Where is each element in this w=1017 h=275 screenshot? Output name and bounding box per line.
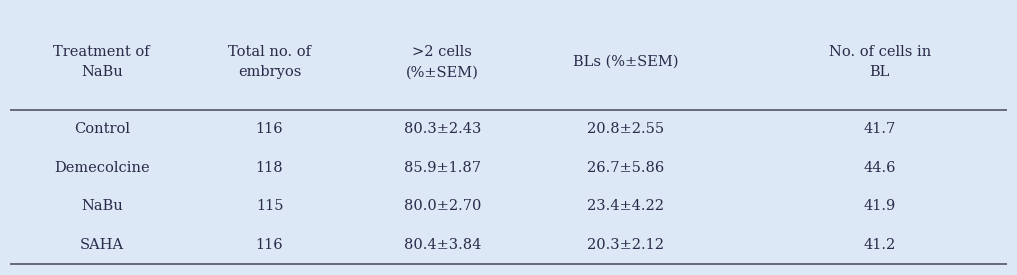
Text: Treatment of
NaBu: Treatment of NaBu bbox=[53, 45, 151, 79]
Text: No. of cells in
BL: No. of cells in BL bbox=[829, 45, 931, 79]
Text: 23.4±4.22: 23.4±4.22 bbox=[587, 199, 664, 213]
Text: 85.9±1.87: 85.9±1.87 bbox=[404, 161, 481, 175]
Text: 41.9: 41.9 bbox=[863, 199, 896, 213]
Text: SAHA: SAHA bbox=[79, 238, 124, 252]
Text: >2 cells
(%±SEM): >2 cells (%±SEM) bbox=[406, 45, 479, 79]
Text: 80.4±3.84: 80.4±3.84 bbox=[404, 238, 481, 252]
Text: Control: Control bbox=[73, 122, 130, 136]
Text: 118: 118 bbox=[255, 161, 284, 175]
Text: 44.6: 44.6 bbox=[863, 161, 896, 175]
Text: BLs (%±SEM): BLs (%±SEM) bbox=[573, 55, 678, 69]
Text: 116: 116 bbox=[255, 238, 284, 252]
Text: 20.8±2.55: 20.8±2.55 bbox=[587, 122, 664, 136]
Text: 20.3±2.12: 20.3±2.12 bbox=[587, 238, 664, 252]
Text: Demecolcine: Demecolcine bbox=[54, 161, 149, 175]
Text: 115: 115 bbox=[255, 199, 284, 213]
Text: 80.0±2.70: 80.0±2.70 bbox=[404, 199, 481, 213]
Text: NaBu: NaBu bbox=[80, 199, 123, 213]
Text: 41.7: 41.7 bbox=[863, 122, 896, 136]
Text: 41.2: 41.2 bbox=[863, 238, 896, 252]
Text: 116: 116 bbox=[255, 122, 284, 136]
Text: 26.7±5.86: 26.7±5.86 bbox=[587, 161, 664, 175]
Text: Total no. of
embryos: Total no. of embryos bbox=[228, 45, 311, 79]
Text: 80.3±2.43: 80.3±2.43 bbox=[404, 122, 481, 136]
